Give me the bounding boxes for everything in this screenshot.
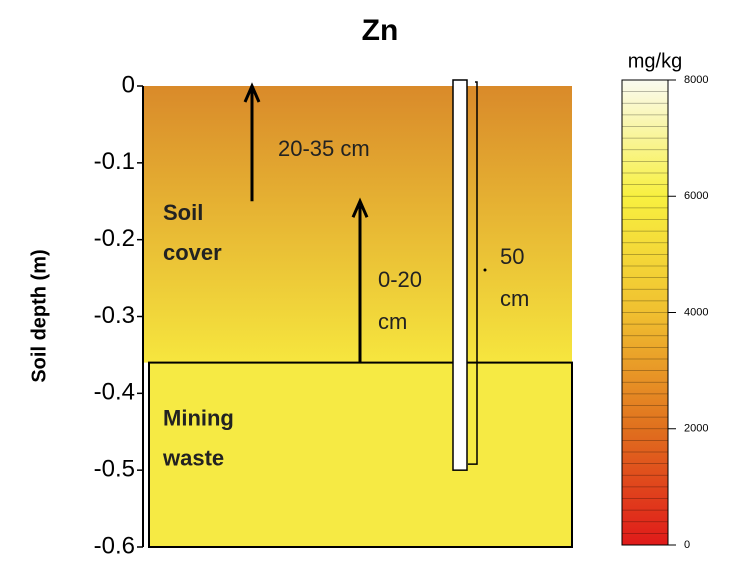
colorbar-label: mg/kg	[628, 50, 682, 72]
y-tick-label: -0.3	[94, 302, 135, 329]
y-tick-label: -0.1	[94, 148, 135, 175]
colorbar-tick-label: 2000	[684, 423, 708, 435]
sampling-tube	[453, 80, 467, 470]
y-axis-label: Soil depth (m)	[28, 249, 50, 382]
bracket-dot	[484, 269, 487, 272]
layer-label: Mining	[163, 405, 234, 430]
y-tick-label: -0.5	[94, 456, 135, 483]
y-tick-label: -0.4	[94, 379, 135, 406]
tube-label: 50	[500, 244, 524, 269]
y-tick-label: -0.2	[94, 225, 135, 252]
tube-label: cm	[500, 286, 529, 311]
colorbar-tick-label: 6000	[684, 190, 708, 202]
chart-title: Zn	[362, 14, 399, 47]
arrow-label: cm	[378, 309, 407, 334]
figure: Zn Soil depth (m) mg/kg Soil cover Mining w…	[0, 0, 750, 567]
layer-label: cover	[163, 240, 222, 265]
y-tick-label: 0	[122, 71, 135, 98]
layer-label: waste	[162, 445, 224, 470]
arrow-label: 20-35 cm	[278, 136, 370, 161]
colorbar-tick-label: 4000	[684, 306, 708, 318]
y-tick-label: -0.6	[94, 532, 135, 559]
layer-label: Soil	[163, 200, 203, 225]
colorbar-tick-label: 0	[684, 539, 690, 551]
arrow-label: 0-20	[378, 267, 422, 292]
colorbar-tick-label: 8000	[684, 74, 708, 86]
soil-layer	[143, 86, 572, 363]
